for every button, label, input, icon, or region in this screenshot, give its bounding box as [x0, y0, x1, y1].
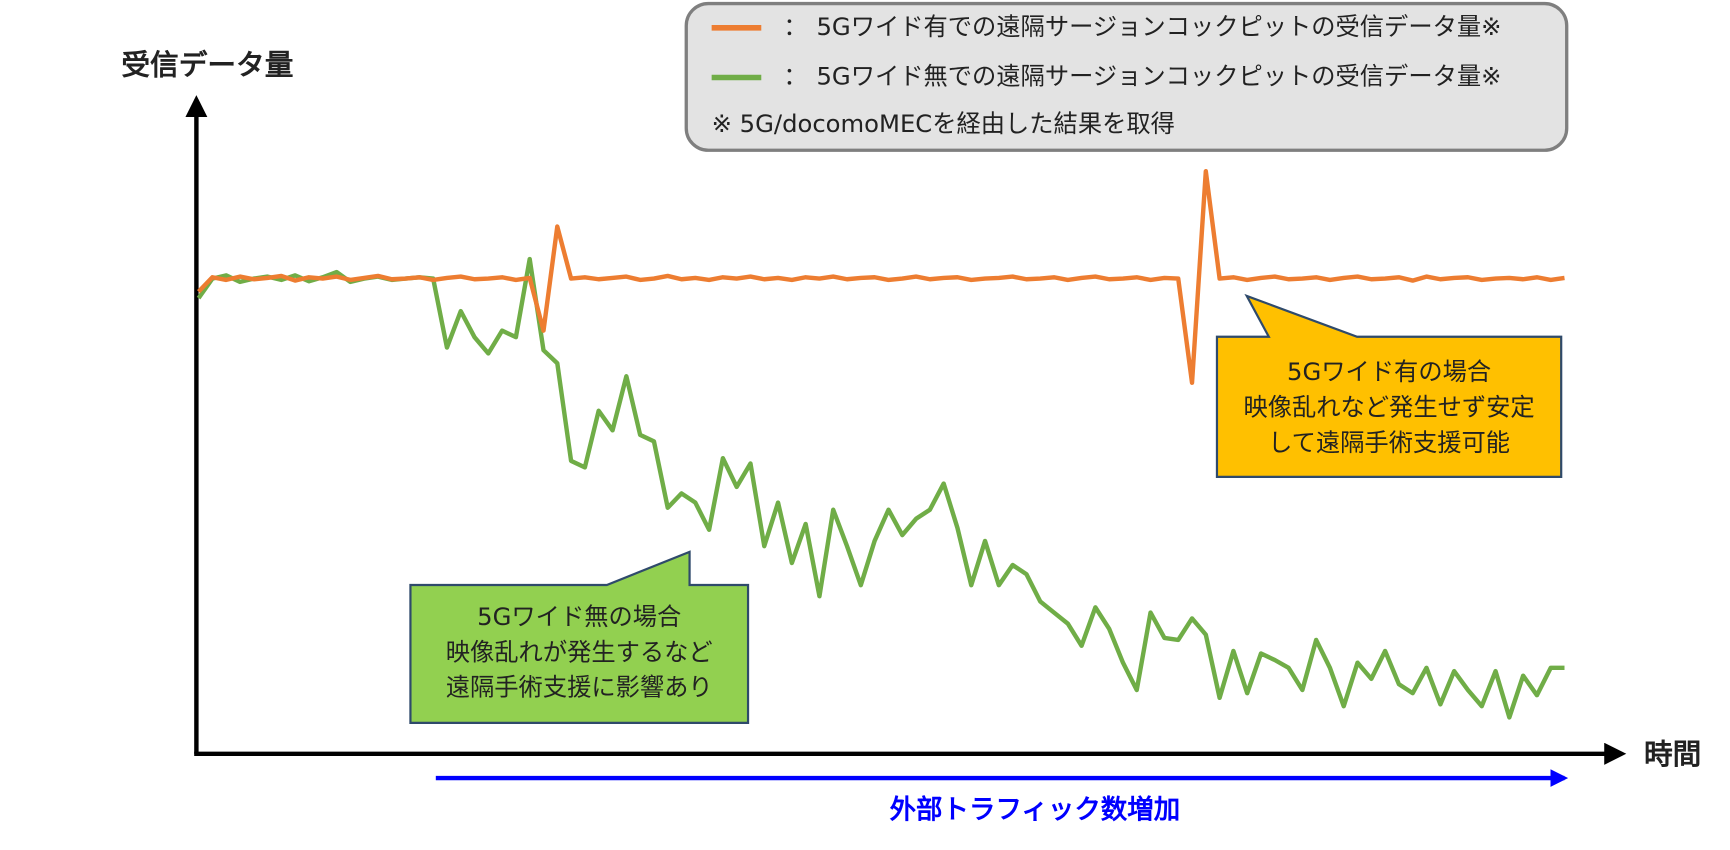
- traffic-label: 外部トラフィック数増加: [890, 795, 1181, 826]
- x-axis-label: 時間: [1644, 737, 1701, 771]
- legend-box: [684, 1, 1569, 152]
- plot: [196, 169, 1565, 720]
- legend-note: ※ 5G/docomoMECを経由した結果を取得: [712, 109, 1175, 138]
- annotation-text: 映像乱れが発生するなど: [446, 637, 713, 666]
- legend: ： 5Gワイド有での遠隔サージョンコックピットの受信データ量※ ： 5Gワイド無での遠…: [711, 12, 1501, 90]
- legend-label: 5Gワイド有での遠隔サージョンコックピットの受信データ量※: [816, 12, 1501, 41]
- annotation-text: 遠隔手術支援に影響あり: [446, 673, 713, 702]
- annotation-text: 5Gワイド無の場合: [477, 602, 681, 631]
- legend-separator: ：: [783, 12, 807, 41]
- annotation-text: して遠隔手術支援可能: [1268, 428, 1510, 457]
- legend-label: 5Gワイド無での遠隔サージョンコックピットの受信データ量※: [816, 61, 1501, 90]
- y-axis-label: 受信データ量: [121, 47, 293, 81]
- callout-box: [409, 550, 750, 724]
- callout-box: [1215, 293, 1563, 478]
- legend-separator: ：: [783, 61, 807, 90]
- annotation-text: 映像乱れなど発生せず安定: [1243, 392, 1534, 421]
- data-line: [196, 256, 1565, 720]
- annotation-text: 5Gワイド有の場合: [1287, 357, 1491, 386]
- data-line: [197, 169, 1565, 385]
